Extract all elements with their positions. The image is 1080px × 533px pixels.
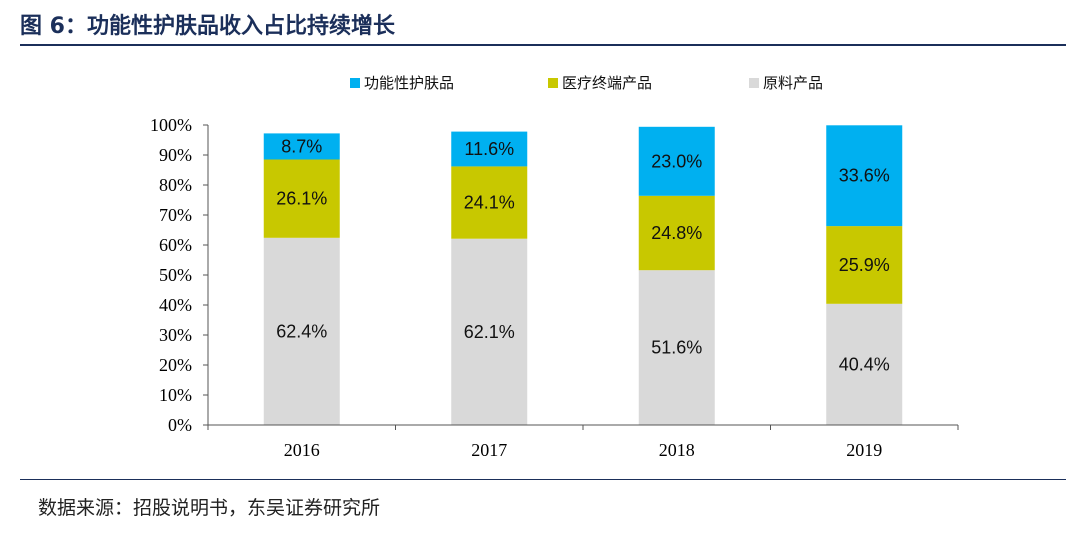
data-label-2017-series-2: 11.6% — [464, 139, 514, 159]
data-label-2018-series-2: 23.0% — [651, 151, 702, 171]
y-tick-label-8: 80% — [159, 175, 192, 195]
bar-2016-series-1 — [263, 159, 340, 238]
legend-label-2: 原料产品 — [763, 74, 823, 92]
data-label-2016-series-2: 8.7% — [281, 136, 322, 156]
bar-2018-series-1 — [638, 195, 715, 271]
y-tick-label-2: 20% — [159, 355, 192, 375]
bar-2019-series-0 — [826, 303, 903, 425]
data-label-2019-series-0: 40.4% — [839, 354, 890, 374]
data-label-2018-series-0: 51.6% — [651, 338, 702, 358]
bars-group: 62.4% 26.1% 8.7% 62.1% 24.1% 11.6% 51.6% 24.8% 2… — [263, 125, 903, 425]
x-tick-label-2016: 2016 — [284, 440, 320, 460]
data-label-2019-series-1: 25.9% — [839, 255, 890, 275]
y-tick-label-4: 40% — [159, 295, 192, 315]
x-tick-label-2017: 2017 — [471, 440, 507, 460]
legend-swatch-0 — [350, 78, 360, 88]
bar-2017-series-0 — [451, 238, 528, 425]
bar-2017-series-1 — [451, 166, 528, 239]
axes-group: 2016 2017 2018 2019 0% 10% 20% 30% 40% 50% 60% 70% 8… — [150, 115, 959, 460]
figure-title: 图 6：功能性护肤品收入占比持续增长 — [20, 14, 395, 39]
source-note: 数据来源：招股说明书，东吴证券研究所 — [38, 497, 381, 519]
data-label-2017-series-0: 62.1% — [464, 322, 515, 342]
bar-2016-series-2 — [263, 133, 340, 160]
chart-legend: 功能性护肤品 医疗终端产品 原料产品 — [350, 74, 823, 92]
y-tick-label-5: 50% — [159, 265, 192, 285]
bar-2016-series-0 — [263, 237, 340, 425]
legend-label-1: 医疗终端产品 — [562, 74, 652, 92]
x-tick-label-2018: 2018 — [659, 440, 695, 460]
bar-2018-series-0 — [638, 270, 715, 425]
y-tick-label-3: 30% — [159, 325, 192, 345]
data-label-2016-series-1: 26.1% — [276, 189, 327, 209]
data-label-2017-series-1: 24.1% — [464, 193, 515, 213]
data-label-2018-series-1: 24.8% — [651, 223, 702, 243]
data-label-2019-series-2: 33.6% — [839, 166, 890, 186]
legend-swatch-2 — [749, 78, 759, 88]
source-rule — [20, 479, 1066, 480]
bar-2017-series-2 — [451, 131, 528, 167]
data-label-2016-series-0: 62.4% — [276, 321, 327, 341]
y-tick-label-0: 0% — [168, 415, 192, 435]
title-rule — [20, 44, 1066, 46]
y-tick-label-1: 10% — [159, 385, 192, 405]
bar-2018-series-2 — [638, 126, 715, 196]
y-tick-label-9: 90% — [159, 145, 192, 165]
legend-label-0: 功能性护肤品 — [364, 74, 454, 92]
bar-2019-series-2 — [826, 125, 903, 227]
y-tick-label-10: 100% — [150, 115, 192, 135]
x-tick-label-2019: 2019 — [846, 440, 882, 460]
y-tick-label-7: 70% — [159, 205, 192, 225]
bar-2019-series-1 — [826, 226, 903, 304]
legend-swatch-1 — [548, 78, 558, 88]
stacked-bar-chart: 功能性护肤品 医疗终端产品 原料产品 62.4% 26.1% 8.7% 62.1% 24.1… — [150, 74, 959, 460]
y-tick-label-6: 60% — [159, 235, 192, 255]
